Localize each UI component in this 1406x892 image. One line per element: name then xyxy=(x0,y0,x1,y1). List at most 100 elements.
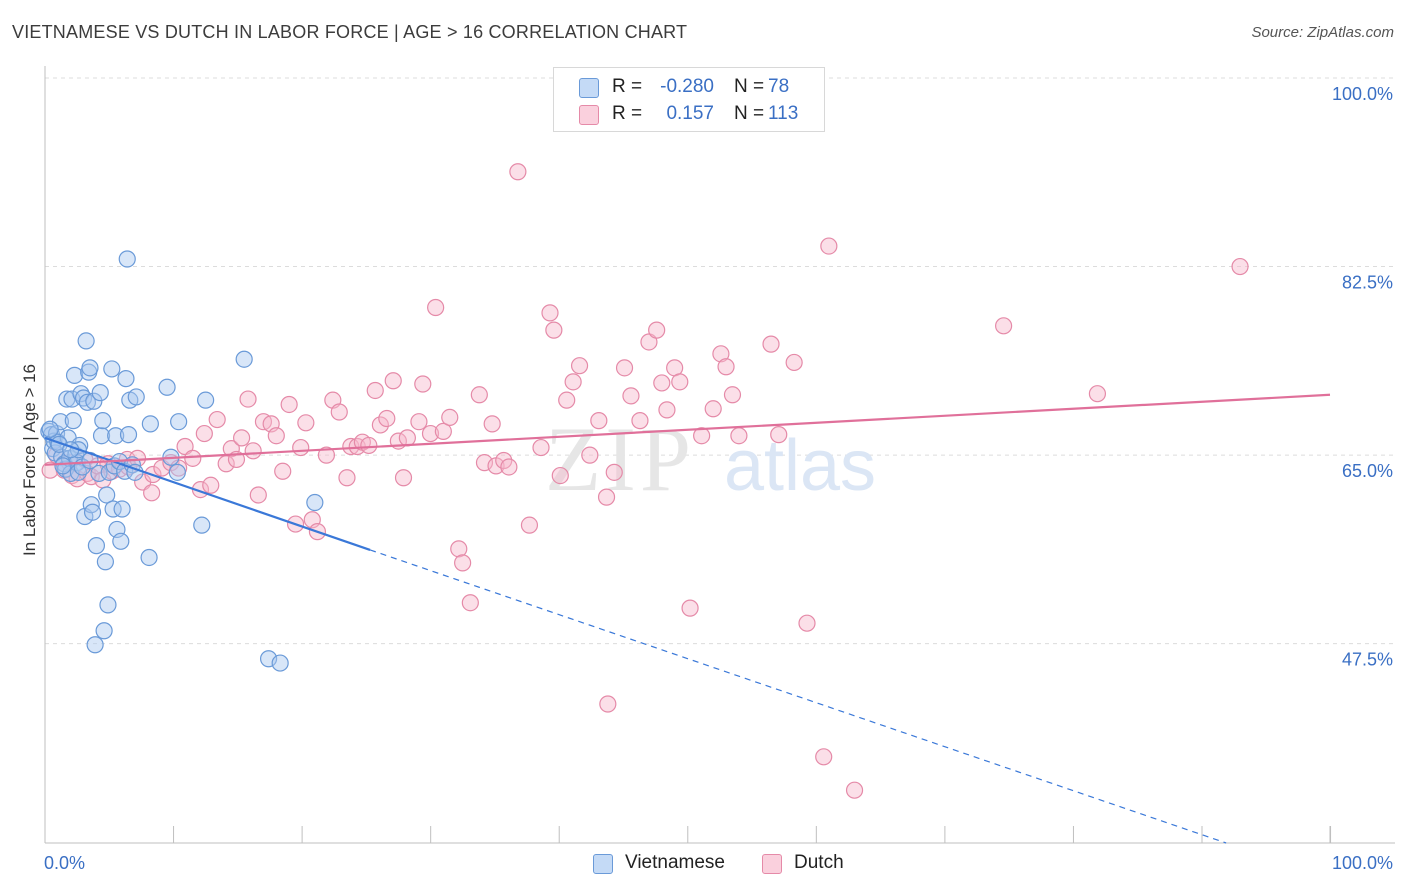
dutch-point xyxy=(1231,257,1249,276)
vietnamese-point xyxy=(170,413,188,431)
vietnamese-point xyxy=(78,393,97,411)
dutch-point xyxy=(360,436,378,455)
dutch-point xyxy=(704,400,722,418)
dutch-point xyxy=(202,476,220,494)
dutch-point xyxy=(798,614,816,632)
dutch-point xyxy=(509,163,527,181)
dutch-point xyxy=(280,395,298,414)
dutch-point xyxy=(658,401,676,419)
y-tick-label: 65.0% xyxy=(1342,461,1393,481)
y-tick-label: 100.0% xyxy=(1332,84,1393,104)
dutch-point xyxy=(730,427,748,445)
watermark: ZIP atlas xyxy=(545,408,876,510)
dutch-point xyxy=(640,333,658,351)
y-tick-label: 82.5% xyxy=(1342,273,1393,293)
dutch-point xyxy=(622,387,640,405)
vietnamese-point xyxy=(193,516,211,534)
dutch-point xyxy=(520,516,539,534)
chart-title: VIETNAMESE VS DUTCH IN LABOR FORCE | AGE… xyxy=(12,22,688,42)
vietnamese-point xyxy=(104,500,122,518)
vietnamese-point xyxy=(91,384,109,402)
dutch-point xyxy=(366,381,384,400)
vietnamese-point xyxy=(306,493,324,512)
legend-r-value: -0.280 xyxy=(660,76,714,97)
correlation-legend: R = -0.280 N = 78 R = 0.157 N = 113 xyxy=(553,67,825,132)
dutch-point xyxy=(427,298,445,317)
vietnamese-point xyxy=(140,548,158,567)
vietnamese-point xyxy=(92,427,111,445)
dutch-point xyxy=(394,469,413,487)
dutch-point xyxy=(239,390,257,408)
source-label: Source: ZipAtlas.com xyxy=(1251,24,1394,41)
vietnamese-point xyxy=(99,596,117,614)
vietnamese-point xyxy=(235,350,253,368)
legend-row-vietnamese: R = -0.280 N = 78 xyxy=(554,74,824,100)
tick-labels: 47.5% 65.0% 82.5% 100.0% 0.0% 100.0% xyxy=(44,84,1393,873)
vietnamese-point xyxy=(81,359,99,377)
vietnamese-point xyxy=(83,503,102,521)
dutch-legend-label: Dutch xyxy=(794,852,844,873)
dutch-point xyxy=(615,359,634,377)
vietnamese-point xyxy=(86,636,104,654)
legend-r-label: R = xyxy=(612,103,643,124)
axis-layer xyxy=(44,66,1395,844)
vietnamese-legend-label: Vietnamese xyxy=(625,852,725,873)
vietnamese-trend-extrapolation xyxy=(369,549,1227,844)
dutch-point xyxy=(384,372,402,390)
dutch-point xyxy=(454,554,472,572)
vietnamese-point xyxy=(77,332,95,350)
x-tick-label: 100.0% xyxy=(1332,853,1393,873)
vietnamese-point xyxy=(168,463,186,481)
dutch-point xyxy=(995,317,1013,335)
dutch-point xyxy=(222,440,240,458)
legend-n-value: 78 xyxy=(768,76,790,97)
dutch-point xyxy=(244,442,262,460)
vietnamese-point xyxy=(197,391,215,409)
vietnamese-point xyxy=(271,654,289,672)
dutch-point xyxy=(717,358,735,376)
vietnamese-point xyxy=(94,412,112,430)
legend-r-label: R = xyxy=(612,76,643,97)
vietnamese-trend-line xyxy=(44,436,371,551)
vietnamese-point xyxy=(141,415,159,433)
x-tick-label: 0.0% xyxy=(44,853,85,873)
dutch-point xyxy=(712,345,730,363)
dutch-point xyxy=(500,458,518,476)
dutch-trend-line xyxy=(44,393,1331,466)
dutch-point xyxy=(541,304,559,322)
legend-n-label: N = xyxy=(734,103,765,124)
dutch-point xyxy=(597,488,616,506)
legend-n-value: 113 xyxy=(768,103,799,124)
dutch-point xyxy=(762,335,780,353)
dutch-point xyxy=(648,321,666,339)
dutch-point xyxy=(551,466,569,485)
vietnamese-point xyxy=(41,420,59,438)
vietnamese-point xyxy=(127,388,145,406)
dutch-points xyxy=(41,163,1249,799)
legend-row-dutch: R = 0.157 N = 113 xyxy=(554,101,824,127)
vietnamese-point xyxy=(112,532,130,550)
dutch-point xyxy=(545,321,563,339)
dutch-point xyxy=(414,375,432,393)
dutch-legend-swatch xyxy=(762,854,782,874)
dutch-point xyxy=(599,695,617,713)
vietnamese-point xyxy=(117,370,135,388)
vietnamese-point xyxy=(64,412,82,430)
vietnamese-point xyxy=(87,537,106,555)
vietnamese-point xyxy=(54,457,72,475)
dutch-point xyxy=(785,353,803,372)
dutch-point xyxy=(267,427,285,445)
dutch-point xyxy=(378,409,396,428)
dutch-point xyxy=(590,412,608,430)
legend-r-value: 0.157 xyxy=(666,103,714,124)
dutch-point xyxy=(815,748,833,766)
dutch-point xyxy=(723,386,742,404)
dutch-point xyxy=(338,469,356,487)
dutch-point xyxy=(249,486,267,504)
vietnamese-point xyxy=(103,360,121,378)
dutch-point xyxy=(410,413,428,431)
legend-n-label: N = xyxy=(734,76,765,97)
dutch-point xyxy=(532,438,550,457)
watermark-zip: ZIP xyxy=(545,408,695,510)
dutch-point xyxy=(398,429,416,447)
